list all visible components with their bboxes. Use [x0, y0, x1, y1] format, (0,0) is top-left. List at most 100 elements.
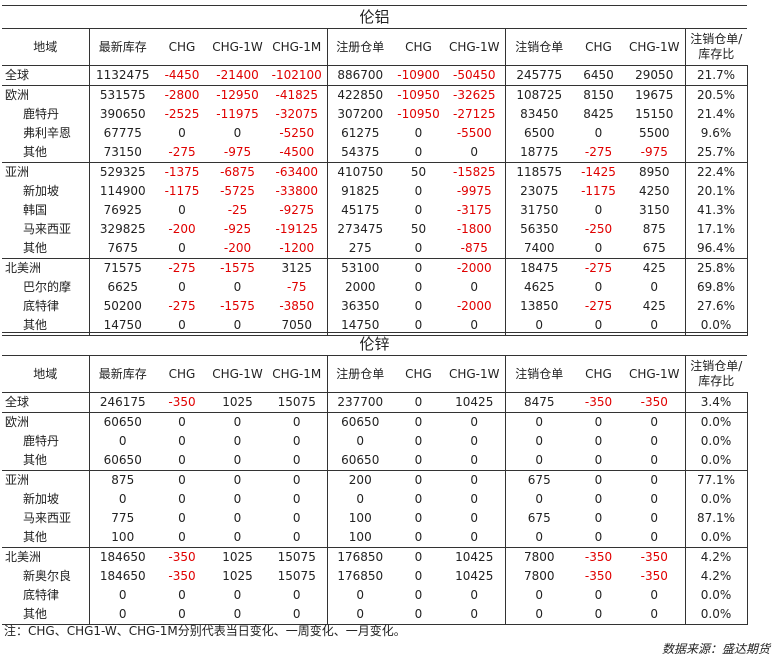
- value-cell: 0: [292, 530, 301, 544]
- value-cell: 1025: [222, 569, 253, 583]
- value-cell: 3125: [267, 258, 327, 278]
- region-cell: 全球: [2, 392, 89, 413]
- region-cell: 马来西亚: [23, 511, 72, 525]
- region-cell: 新加坡: [23, 492, 60, 506]
- value-cell: 100: [326, 509, 393, 528]
- value-cell: -275: [584, 145, 613, 159]
- value-cell: -9275: [279, 203, 315, 217]
- value-cell: 69.8%: [684, 278, 748, 297]
- value-cell: 19675: [624, 85, 685, 105]
- value-cell: 60650: [326, 451, 393, 471]
- value-cell: -350: [168, 569, 196, 583]
- value-cell: 8150: [573, 85, 624, 105]
- region-cell: 马来西亚: [23, 222, 72, 236]
- value-cell: 875: [642, 222, 666, 236]
- value-cell: 0: [267, 605, 327, 625]
- value-cell: 0: [444, 605, 505, 625]
- table-row: 全球 246175 -350 1025 15075 237700 0 10425 8475 -35…: [2, 392, 748, 413]
- value-cell: 0.0%: [684, 586, 748, 605]
- column-header: 注册仓单: [326, 28, 393, 66]
- value-cell: 425: [624, 258, 685, 278]
- value-cell: 0: [208, 412, 267, 432]
- zinc-table: 伦锌 地域 最新库存 CHG CHG-1W CHG-1M 注册仓单 CHG CHG-1W 注销仓单…: [2, 332, 748, 625]
- value-cell: 0: [594, 203, 603, 217]
- column-header: CHG: [156, 355, 208, 393]
- value-cell: 118575: [504, 162, 573, 182]
- value-cell: -5250: [279, 126, 315, 140]
- value-cell: 18475: [504, 258, 573, 278]
- value-cell: 0: [470, 511, 479, 525]
- value-cell: 7800: [504, 567, 573, 586]
- value-cell: 675: [642, 241, 666, 255]
- value-cell: 0: [292, 492, 301, 506]
- value-cell: 0: [178, 530, 186, 544]
- value-cell: 50200: [88, 297, 156, 316]
- value-cell: 50: [410, 222, 427, 236]
- value-cell: 1025: [208, 392, 267, 413]
- value-cell: 237700: [326, 392, 393, 413]
- column-header: 最新库存: [88, 28, 156, 66]
- table-row: 亚洲 875 0 0 0 200 0 0 675 0 0 77.1%: [2, 470, 748, 490]
- value-cell: -25: [227, 203, 248, 217]
- value-cell: 0: [504, 432, 573, 451]
- value-cell: 675: [504, 470, 573, 490]
- value-cell: 176850: [326, 547, 393, 567]
- table-row: 鹿特丹 390650 -2525 -11975 -32075 307200 -10950 -2…: [2, 105, 748, 124]
- value-cell: 0: [208, 605, 267, 625]
- table-row: 弗利辛恩 67775 0 0 -5250 61275 0 -5500 6500 0 5500 9.6%: [2, 124, 748, 143]
- region-cell: 其他: [23, 453, 48, 467]
- region-cell: 北美洲: [2, 547, 89, 567]
- value-cell: 425: [642, 299, 666, 313]
- value-cell: 0: [470, 280, 479, 294]
- value-cell: 0: [393, 392, 444, 413]
- value-cell: -6875: [208, 162, 267, 182]
- value-cell: -350: [573, 547, 624, 567]
- table-row: 其他 7675 0 -200 -1200 275 0 -875 7400 0 675 96.4%: [2, 239, 748, 259]
- value-cell: 100: [326, 528, 393, 548]
- value-cell: 15150: [635, 107, 674, 121]
- value-cell: 0: [267, 412, 327, 432]
- value-cell: 0: [650, 588, 659, 602]
- value-cell: 0: [233, 530, 242, 544]
- value-cell: 0: [414, 299, 423, 313]
- column-header: 注销仓单: [504, 28, 573, 66]
- value-cell: 0: [504, 451, 573, 471]
- value-cell: 0: [233, 588, 242, 602]
- table-row: 巴尔的摩 6625 0 0 -75 2000 0 0 4625 0 0 69.8%: [2, 278, 748, 297]
- region-cell: 弗利辛恩: [23, 126, 72, 140]
- value-cell: 775: [88, 509, 156, 528]
- value-cell: 0: [88, 432, 156, 451]
- region-cell: 鹿特丹: [23, 107, 60, 121]
- value-cell: 275: [326, 239, 393, 259]
- value-cell: -1575: [220, 299, 255, 313]
- value-cell: 0: [624, 605, 685, 625]
- column-header: CHG-1W: [208, 355, 267, 393]
- table-row: 其他 73150 -275 -975 -4500 54375 0 0 18775 -275 -975…: [2, 143, 748, 163]
- value-cell: -3175: [456, 203, 492, 217]
- column-header: CHG-1W: [444, 355, 505, 393]
- value-cell: 0: [414, 453, 423, 467]
- value-cell: -275: [584, 299, 613, 313]
- header-row: 地域 最新库存 CHG CHG-1W CHG-1M 注册仓单 CHG CHG-1W 注销仓单 CH…: [2, 355, 747, 393]
- column-header: CHG-1W: [624, 355, 685, 393]
- value-cell: -102100: [267, 65, 327, 86]
- value-cell: 245775: [504, 65, 573, 86]
- value-cell: 8475: [504, 392, 573, 413]
- value-cell: 0.0%: [684, 528, 748, 548]
- value-cell: 0: [393, 258, 444, 278]
- value-cell: 0: [444, 412, 505, 432]
- table-row: 马来西亚 329825 -200 -925 -19125 273475 50 -1800 563…: [2, 220, 748, 239]
- value-cell: 0: [326, 605, 393, 625]
- value-cell: 0: [267, 470, 327, 490]
- table-row: 北美洲 71575 -275 -1575 3125 53100 0 -2000 18475 -27…: [2, 258, 748, 278]
- value-cell: 0: [650, 280, 659, 294]
- value-cell: 390650: [88, 105, 156, 124]
- value-cell: 176850: [326, 567, 393, 586]
- value-cell: 36350: [326, 297, 393, 316]
- value-cell: -1175: [581, 184, 616, 198]
- region-cell: 其他: [23, 530, 48, 544]
- table-title-row: 伦铝: [2, 5, 747, 29]
- data-source: 数据来源：盛达期货: [661, 642, 770, 656]
- region-cell: 欧洲: [2, 85, 89, 105]
